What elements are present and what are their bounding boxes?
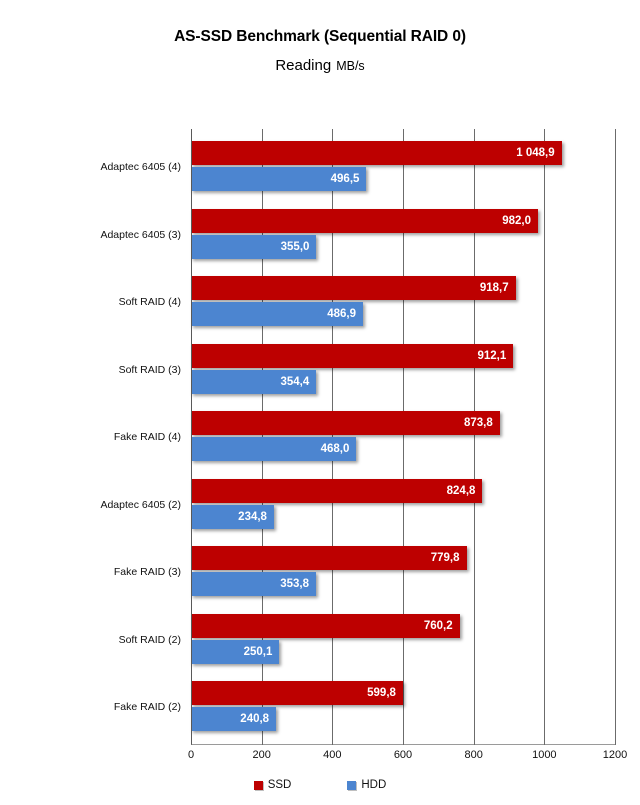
legend-label-ssd: SSD [267, 779, 292, 791]
x-axis-tick-label: 1200 [602, 749, 628, 761]
bar-rect [191, 369, 317, 394]
x-axis-tick-mark [261, 738, 263, 745]
chart-subtitle-text: Reading [275, 57, 332, 74]
bar-hdd: 468,0 [191, 437, 357, 461]
bar-hdd: 354,4 [191, 369, 317, 394]
bar-value-label: 468,0 [320, 443, 350, 455]
legend-label-hdd: HDD [361, 779, 387, 791]
legend-swatch-ssd-icon [253, 780, 263, 790]
bar-value-label: 354,4 [280, 375, 310, 388]
bar-value-label: 240,8 [240, 713, 270, 725]
bar-hdd: 240,8 [191, 707, 277, 731]
bar-hdd: 250,1 [191, 639, 280, 664]
gridline [261, 129, 263, 744]
gridline [473, 129, 475, 744]
bar-rect [191, 208, 538, 233]
bar-rect [191, 234, 317, 259]
bar-rect [191, 437, 357, 461]
bar-rect [191, 707, 277, 731]
bar-ssd: 912,1 [191, 343, 514, 368]
bar-value-label: 599,8 [367, 687, 396, 699]
bar-value-label: 760,2 [423, 619, 453, 632]
chart-subtitle: Reading MB/s [0, 57, 640, 75]
bar-value-label: 779,8 [430, 552, 460, 564]
bar-ssd: 779,8 [191, 546, 467, 570]
bar-rect [191, 276, 516, 300]
bar-rect [191, 167, 367, 191]
category-label: Adaptec 6405 (4) [100, 161, 181, 173]
bar-value-label: 250,1 [243, 645, 273, 658]
category-label: Soft RAID (4) [118, 296, 181, 308]
category-label: Adaptec 6405 (3) [100, 228, 181, 241]
bar-ssd: 599,8 [191, 681, 403, 705]
x-axis-tick-mark [403, 738, 404, 745]
gridline [544, 129, 546, 744]
bar-ssd: 1 048,9 [191, 141, 562, 165]
bar-rect [191, 411, 500, 435]
plot-area [191, 129, 616, 744]
bar-rect [191, 478, 483, 503]
chart-legend: SSD HDD [0, 779, 640, 791]
bar-ssd: 873,8 [191, 411, 500, 435]
legend-item-ssd: SSD [253, 779, 292, 791]
bar-value-label: 1 048,9 [516, 147, 555, 159]
bar-hdd: 234,8 [191, 504, 274, 529]
bar-hdd: 496,5 [191, 167, 367, 191]
bar-ssd: 760,2 [191, 613, 460, 638]
gridline [332, 129, 334, 744]
bar-rect [191, 639, 280, 664]
bar-hdd: 486,9 [191, 302, 364, 326]
chart-title: AS-SSD Benchmark (Sequential RAID 0) [174, 28, 466, 45]
bar-rect [191, 504, 274, 529]
bar-rect [191, 343, 514, 368]
x-axis-tick-label: 400 [323, 749, 342, 761]
bar-rect [191, 681, 403, 705]
category-label: Soft RAID (2) [118, 633, 181, 646]
bar-rect [191, 613, 460, 638]
legend-swatch-hdd-icon [347, 780, 357, 790]
bar-ssd: 824,8 [191, 478, 483, 503]
bar-value-label: 353,8 [280, 578, 309, 590]
bar-value-label: 355,0 [280, 240, 310, 253]
bar-value-label: 496,5 [330, 173, 360, 185]
bar-ssd: 918,7 [191, 276, 516, 300]
x-axis-tick-label: 0 [187, 749, 195, 761]
bar-hdd: 353,8 [191, 572, 316, 596]
x-axis-tick-label: 600 [393, 749, 413, 761]
y-axis-line [191, 129, 192, 744]
x-axis-tick-mark [615, 738, 616, 745]
category-label: Soft RAID (3) [118, 363, 181, 376]
x-axis-tick-mark [544, 738, 546, 745]
bar-rect [191, 302, 364, 326]
bar-value-label: 486,9 [327, 308, 357, 320]
bar-rect [191, 141, 562, 165]
chart-unit-label: MB/s [336, 59, 365, 73]
bar-value-label: 234,8 [238, 510, 267, 523]
x-axis-tick-label: 800 [464, 749, 483, 761]
category-label: Fake RAID (3) [113, 566, 181, 578]
category-label: Fake RAID (2) [113, 701, 181, 713]
bar-value-label: 873,8 [463, 417, 493, 429]
bar-rect [191, 572, 316, 596]
bar-hdd: 355,0 [191, 234, 317, 259]
bar-value-label: 982,0 [502, 214, 531, 227]
bar-value-label: 824,8 [446, 484, 476, 497]
x-axis-tick-label: 200 [252, 749, 271, 761]
bar-value-label: 918,7 [479, 282, 509, 294]
bar-value-label: 912,1 [477, 349, 507, 362]
x-axis-tick-label: 1000 [532, 749, 557, 761]
bar-rect [191, 546, 467, 570]
bar-ssd: 982,0 [191, 208, 538, 233]
gridline [403, 129, 404, 744]
x-axis-tick-mark [473, 738, 475, 745]
category-label: Adaptec 6405 (2) [100, 498, 181, 511]
gridline [615, 129, 616, 744]
legend-item-hdd: HDD [347, 779, 386, 791]
category-label: Fake RAID (4) [113, 431, 181, 443]
x-axis-tick-mark [332, 738, 334, 745]
